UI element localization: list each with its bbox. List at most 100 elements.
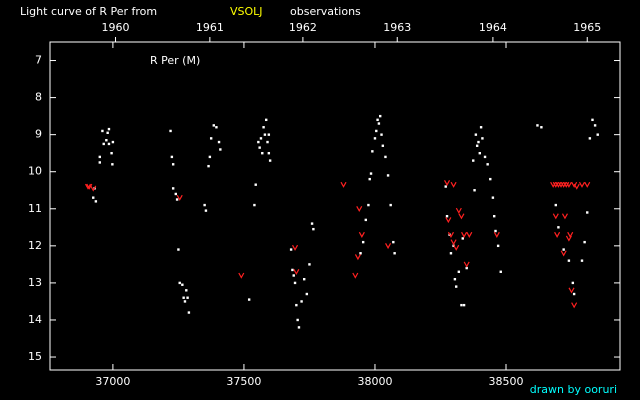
point — [493, 214, 496, 218]
point — [107, 127, 111, 131]
point — [384, 155, 387, 159]
upper-limit-point — [293, 268, 300, 276]
point — [98, 155, 101, 159]
point — [586, 211, 589, 214]
point — [289, 248, 293, 251]
y-tick-label: 10 — [28, 165, 42, 178]
point — [291, 268, 294, 272]
point — [259, 137, 263, 140]
upper-limit-point — [445, 217, 452, 224]
point — [171, 187, 175, 190]
point — [110, 151, 113, 155]
y-tick-label: 8 — [35, 91, 42, 104]
point — [111, 140, 115, 144]
upper-limit-point — [573, 183, 580, 190]
point — [265, 118, 268, 122]
upper-limit-point — [552, 181, 559, 188]
chart-title: Light curve of R Per from — [20, 5, 157, 18]
point — [261, 151, 264, 155]
point — [169, 129, 172, 133]
y-tick-label: 12 — [28, 239, 42, 252]
x2-tick-label: 1960 — [102, 21, 130, 34]
upper-limit-point — [450, 181, 457, 188]
point — [203, 203, 206, 207]
point — [102, 142, 105, 146]
upper-limit-point — [84, 183, 92, 190]
point — [583, 240, 586, 244]
upper-limit-point — [550, 181, 557, 188]
plot-frame — [49, 41, 621, 371]
point — [185, 289, 188, 292]
point — [486, 163, 489, 166]
point — [367, 203, 370, 207]
point — [209, 137, 213, 140]
point — [393, 252, 396, 255]
point — [386, 174, 390, 177]
upper-limit-point — [578, 181, 586, 188]
upper-limit-point — [354, 254, 361, 261]
upper-limit-point — [571, 302, 578, 309]
point — [187, 311, 191, 314]
upper-limit-point — [560, 250, 567, 257]
point — [453, 277, 457, 281]
point — [98, 161, 101, 164]
point — [303, 277, 306, 281]
upper-limit-point — [444, 180, 451, 187]
point — [489, 177, 492, 181]
point — [364, 218, 367, 222]
point — [186, 296, 189, 299]
upper-limit-point — [453, 244, 460, 251]
point — [111, 163, 114, 166]
upper-limit-point — [463, 261, 470, 268]
point — [461, 237, 464, 240]
point — [596, 133, 599, 136]
point — [462, 303, 466, 307]
point — [380, 133, 383, 136]
point — [455, 285, 458, 288]
upper-limit-point — [450, 239, 457, 246]
point — [554, 203, 557, 207]
x2-tick-label: 1965 — [573, 21, 601, 34]
point — [371, 150, 374, 153]
point — [472, 159, 475, 162]
point — [170, 155, 174, 159]
point — [106, 131, 109, 135]
point — [268, 159, 272, 162]
upper-limit-point — [552, 213, 559, 220]
point — [312, 227, 315, 231]
point — [247, 298, 251, 301]
upper-limit-point — [567, 231, 574, 238]
point — [208, 155, 212, 159]
point — [379, 114, 382, 118]
point — [292, 274, 295, 277]
point — [591, 118, 594, 122]
upper-limit-point — [565, 181, 572, 188]
upper-limit-point — [565, 235, 572, 242]
y-tick-label: 7 — [35, 54, 42, 67]
credit: drawn by ooruri — [530, 383, 617, 396]
upper-limit-point — [560, 181, 567, 188]
upper-limit-point — [86, 183, 93, 190]
point — [477, 140, 480, 144]
point — [580, 259, 584, 262]
point — [174, 192, 177, 196]
point — [369, 172, 373, 175]
point — [177, 248, 180, 251]
upper-limit-point — [385, 243, 392, 250]
point — [171, 163, 175, 166]
point — [207, 164, 210, 168]
upper-limit-point — [568, 287, 575, 294]
point — [449, 252, 453, 255]
point — [267, 151, 271, 155]
point — [572, 292, 576, 296]
point — [368, 177, 371, 181]
upper-limit-point — [458, 213, 465, 220]
point — [215, 126, 218, 129]
point — [478, 151, 481, 155]
upper-limit-point — [555, 181, 562, 188]
upper-limit-point — [466, 231, 473, 238]
point — [183, 300, 187, 303]
point — [300, 300, 303, 303]
upper-limit-point — [563, 181, 570, 188]
point — [107, 142, 111, 146]
